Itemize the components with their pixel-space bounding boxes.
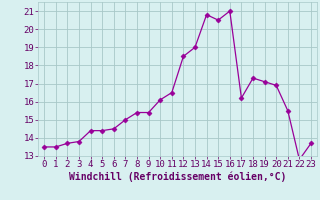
X-axis label: Windchill (Refroidissement éolien,°C): Windchill (Refroidissement éolien,°C) xyxy=(69,172,286,182)
